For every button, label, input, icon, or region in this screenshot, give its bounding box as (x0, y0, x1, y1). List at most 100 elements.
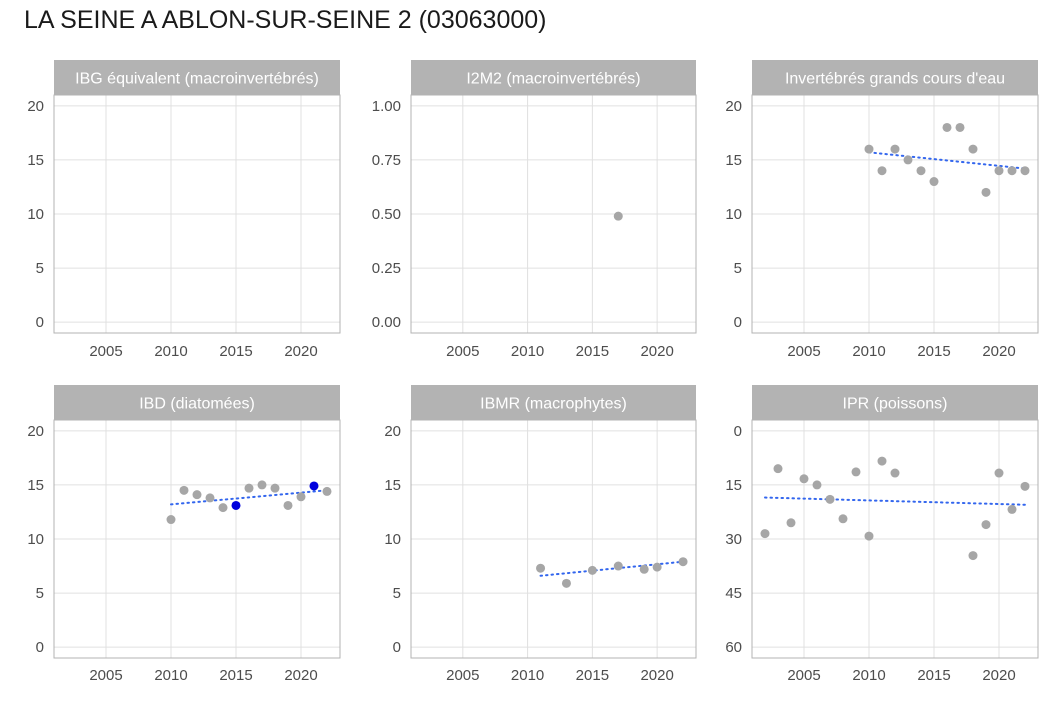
x-tick-label: 2010 (852, 667, 885, 684)
data-point (994, 166, 1004, 176)
y-tick-label: 10 (27, 531, 44, 548)
data-point (864, 144, 874, 154)
data-point (890, 468, 900, 478)
facet-title: Invertébrés grands cours d'eau (785, 71, 1005, 88)
x-tick-label: 2015 (917, 343, 950, 360)
facet-strip (54, 60, 340, 95)
data-point (838, 514, 848, 524)
data-point (864, 531, 874, 541)
trend-line (539, 560, 685, 577)
y-tick-label: 0 (393, 639, 401, 656)
x-tick-label: 2020 (982, 343, 1015, 360)
facet-title: IBG équivalent (macroinvertébrés) (75, 71, 319, 88)
data-point (773, 464, 783, 474)
data-point (851, 467, 861, 477)
x-tick-label: 2015 (219, 343, 252, 360)
y-tick-label: 20 (27, 98, 44, 115)
x-tick-label: 2010 (154, 343, 187, 360)
y-tick-label: 20 (384, 423, 401, 440)
data-point (179, 485, 189, 495)
data-point (903, 155, 913, 165)
x-tick-label: 2015 (219, 667, 252, 684)
data-point (613, 211, 623, 221)
y-tick-label: 15 (27, 477, 44, 494)
y-tick-label: 10 (725, 206, 742, 223)
data-point (786, 518, 796, 528)
y-tick-label: 20 (27, 423, 44, 440)
panel-border (53, 419, 341, 659)
y-tick-label: 0.50 (372, 206, 401, 223)
data-point (981, 520, 991, 530)
data-point (890, 144, 900, 154)
facet-panel-3: Invertébrés grands cours d'eau0510152020… (725, 60, 1039, 360)
y-tick-label: 5 (36, 260, 44, 277)
data-point (652, 562, 662, 572)
x-tick-label: 2005 (446, 343, 479, 360)
data-point (994, 468, 1004, 478)
data-point (942, 122, 952, 132)
y-tick-label: 45 (725, 585, 742, 602)
x-tick-label: 2005 (787, 343, 820, 360)
data-point (678, 557, 688, 567)
data-point (955, 122, 965, 132)
facet-strip (411, 60, 696, 95)
data-point (929, 177, 939, 187)
y-tick-label: 20 (725, 98, 742, 115)
y-tick-label: 5 (36, 585, 44, 602)
data-point (587, 565, 597, 575)
y-tick-label: 15 (27, 152, 44, 169)
x-tick-label: 2010 (154, 667, 187, 684)
data-point (613, 561, 623, 571)
x-tick-label: 2005 (446, 667, 479, 684)
x-tick-label: 2020 (284, 343, 317, 360)
y-tick-label: 0 (36, 314, 44, 331)
y-tick-label: 15 (384, 477, 401, 494)
data-point (322, 486, 332, 496)
x-tick-label: 2015 (917, 667, 950, 684)
trend-line (868, 151, 1026, 170)
y-tick-label: 10 (27, 206, 44, 223)
y-tick-label: 0 (734, 423, 742, 440)
y-tick-label: 1.00 (372, 98, 401, 115)
data-point (296, 492, 306, 502)
y-tick-label: 0.75 (372, 152, 401, 169)
highlighted-data-point (231, 500, 241, 510)
x-tick-label: 2010 (852, 343, 885, 360)
data-point (257, 480, 267, 490)
data-point (825, 494, 835, 504)
y-tick-label: 30 (725, 531, 742, 548)
x-tick-label: 2020 (640, 667, 673, 684)
data-point (1020, 481, 1030, 491)
data-point (1007, 504, 1017, 514)
y-tick-label: 0.00 (372, 314, 401, 331)
x-tick-label: 2005 (89, 343, 122, 360)
facet-panel-2: I2M2 (macroinvertébrés) 0.00 0.25 0.50 0.75 1… (372, 60, 697, 360)
data-point (639, 564, 649, 574)
facet-panel-6: IPR (poissons) 0 15 30 45 60 2005 2010 2015 2020 (725, 385, 1039, 684)
trend-line (764, 496, 1026, 506)
data-point (218, 503, 228, 513)
data-point (981, 187, 991, 197)
page-title: LA SEINE A ABLON-SUR-SEINE 2 (03063000) (24, 6, 547, 34)
panel-border (751, 94, 1039, 334)
panel-border (53, 94, 341, 334)
data-point (205, 493, 215, 503)
y-tick-label: 15 (725, 477, 742, 494)
panel-border (751, 419, 1039, 659)
x-tick-label: 2020 (982, 667, 1015, 684)
x-tick-label: 2020 (284, 667, 317, 684)
y-tick-label: 5 (393, 585, 401, 602)
facet-strip (752, 385, 1038, 420)
x-tick-label: 2015 (576, 667, 609, 684)
data-point (270, 483, 280, 493)
data-point (760, 529, 770, 539)
panel-border (410, 94, 697, 334)
facet-title: IBMR (macrophytes) (480, 396, 627, 413)
data-point (968, 144, 978, 154)
x-tick-label: 2020 (640, 343, 673, 360)
facet-title: I2M2 (macroinvertébrés) (466, 71, 640, 88)
y-tick-label: 10 (384, 531, 401, 548)
y-tick-label: 60 (725, 639, 742, 656)
facet-panel-4: IBD (diatomées) 0 5 10 15 20 2005 2010 2015 2020 (27, 385, 341, 684)
data-point (799, 474, 809, 484)
